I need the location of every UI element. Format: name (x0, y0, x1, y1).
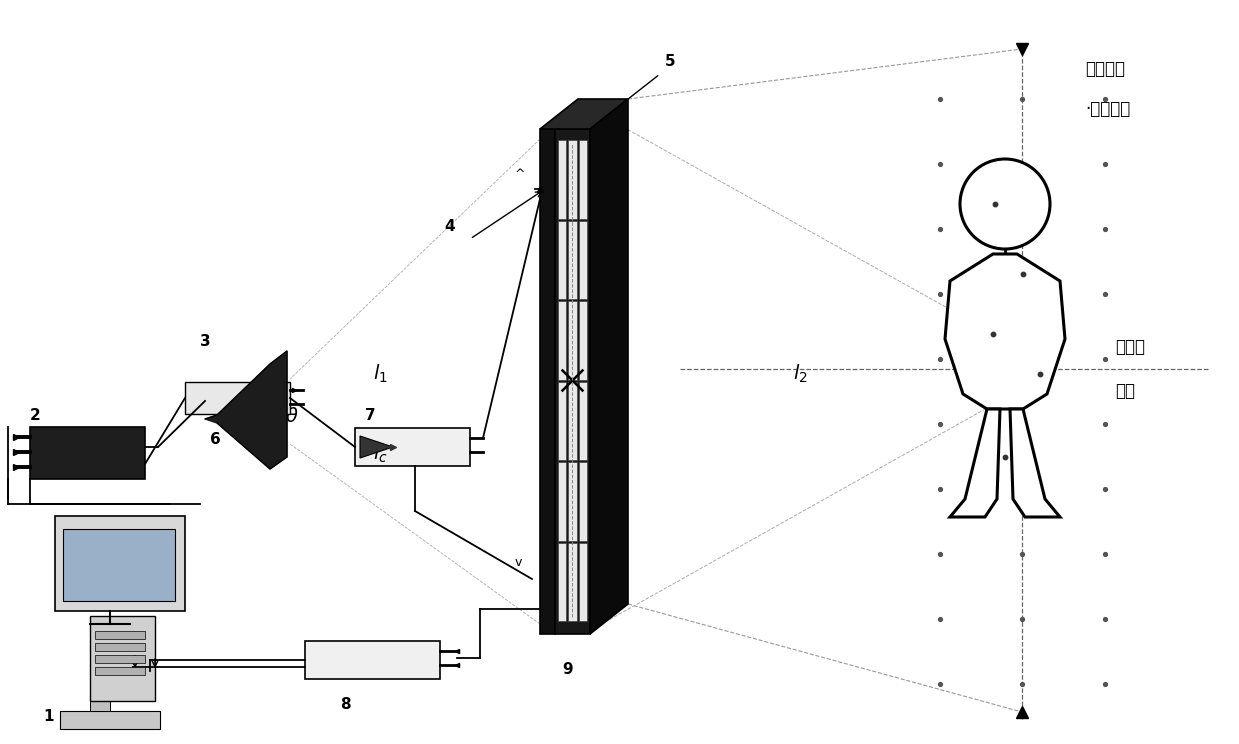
Text: 3: 3 (199, 334, 211, 349)
Polygon shape (950, 409, 1000, 517)
FancyBboxPatch shape (558, 382, 566, 460)
Text: 9: 9 (563, 662, 572, 677)
Text: $l_2$: $l_2$ (793, 363, 808, 385)
FancyBboxPatch shape (356, 428, 470, 466)
FancyBboxPatch shape (95, 667, 145, 675)
Text: v: v (514, 556, 522, 569)
FancyBboxPatch shape (569, 220, 576, 299)
Polygon shape (945, 254, 1066, 409)
Text: 待成像: 待成像 (1115, 338, 1145, 356)
FancyBboxPatch shape (569, 382, 576, 460)
Circle shape (960, 159, 1049, 249)
FancyBboxPatch shape (579, 382, 587, 460)
Polygon shape (540, 99, 628, 129)
FancyBboxPatch shape (95, 631, 145, 639)
FancyBboxPatch shape (569, 140, 576, 219)
FancyBboxPatch shape (558, 301, 566, 379)
Polygon shape (90, 701, 110, 711)
FancyBboxPatch shape (569, 542, 576, 621)
Text: 2: 2 (30, 408, 41, 423)
FancyBboxPatch shape (579, 220, 587, 299)
FancyBboxPatch shape (579, 462, 587, 540)
Text: $l_c$: $l_c$ (373, 443, 388, 465)
FancyBboxPatch shape (558, 542, 566, 621)
FancyBboxPatch shape (30, 427, 145, 479)
Text: 8: 8 (339, 697, 351, 712)
Text: θ: θ (286, 406, 297, 426)
FancyBboxPatch shape (558, 140, 566, 219)
Text: 5: 5 (665, 54, 675, 69)
FancyBboxPatch shape (558, 220, 566, 299)
Text: 目标: 目标 (1115, 382, 1135, 400)
Polygon shape (540, 129, 555, 634)
FancyBboxPatch shape (185, 382, 290, 414)
Text: 4: 4 (445, 219, 455, 234)
Text: $\mathsf{\llcorner}$: $\mathsf{\llcorner}$ (269, 437, 275, 451)
Polygon shape (204, 351, 287, 469)
FancyBboxPatch shape (95, 655, 145, 663)
Text: 成像区域: 成像区域 (1085, 60, 1125, 78)
FancyBboxPatch shape (59, 711, 160, 729)
FancyBboxPatch shape (95, 643, 145, 651)
FancyBboxPatch shape (569, 462, 576, 540)
Text: $l_1$: $l_1$ (373, 363, 388, 385)
FancyBboxPatch shape (558, 462, 566, 540)
FancyBboxPatch shape (579, 542, 587, 621)
Polygon shape (590, 99, 628, 634)
FancyBboxPatch shape (90, 616, 155, 701)
Text: 6: 6 (209, 432, 221, 447)
FancyBboxPatch shape (579, 301, 587, 379)
Polygon shape (555, 129, 590, 634)
FancyBboxPatch shape (63, 529, 175, 601)
FancyBboxPatch shape (305, 641, 440, 679)
Polygon shape (1010, 409, 1061, 517)
Text: 1: 1 (43, 709, 53, 724)
Polygon shape (361, 436, 393, 458)
Text: 7: 7 (366, 408, 375, 423)
Text: ·网格剖分: ·网格剖分 (1085, 100, 1130, 118)
FancyBboxPatch shape (55, 516, 185, 611)
FancyBboxPatch shape (579, 140, 587, 219)
FancyBboxPatch shape (569, 301, 576, 379)
Text: ^: ^ (514, 168, 525, 181)
Text: r: r (270, 371, 274, 381)
